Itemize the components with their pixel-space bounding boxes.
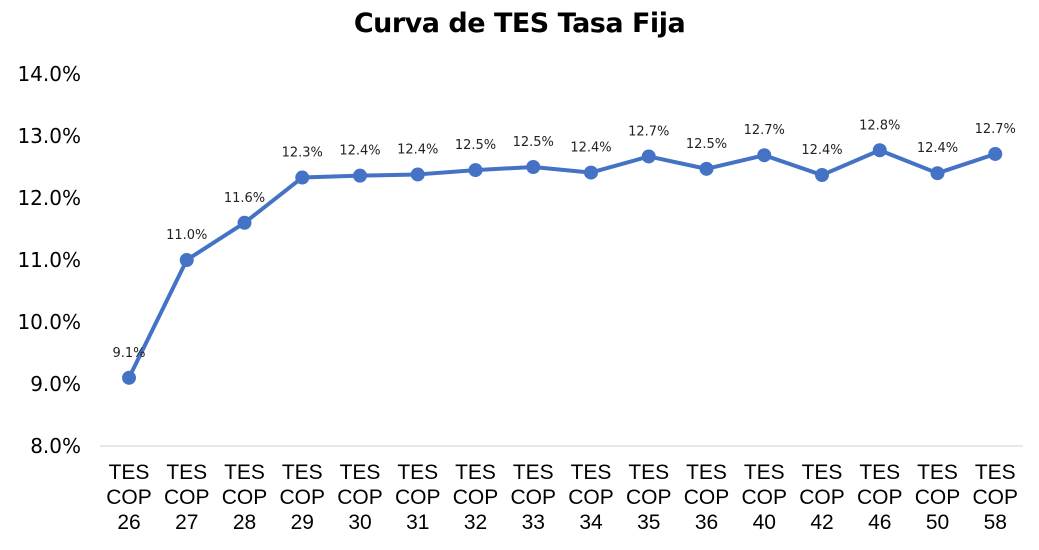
data-point xyxy=(757,148,772,163)
x-tick-label: TES COP 27 xyxy=(164,461,210,534)
data-label: 12.8% xyxy=(859,118,900,133)
data-point xyxy=(872,143,887,158)
data-label: 12.7% xyxy=(744,123,785,138)
data-label: 12.4% xyxy=(570,141,611,156)
data-point xyxy=(295,170,310,185)
series-line xyxy=(127,148,998,380)
x-tick-label: TES COP 28 xyxy=(222,461,268,534)
y-tick-label: 14.0% xyxy=(17,62,81,86)
x-tick-label: TES COP 36 xyxy=(684,461,730,534)
y-tick-label: 9.0% xyxy=(30,372,81,396)
x-tick-label: TES COP 58 xyxy=(972,461,1018,534)
data-point xyxy=(353,168,367,183)
data-label: 12.7% xyxy=(628,124,669,139)
data-label: 12.3% xyxy=(282,146,323,161)
x-tick-label: TES COP 46 xyxy=(857,461,903,534)
x-tick-label: TES COP 26 xyxy=(106,461,152,534)
y-tick-label: 11.0% xyxy=(17,248,81,272)
y-tick-label: 13.0% xyxy=(17,124,81,148)
data-point xyxy=(930,166,945,181)
data-point xyxy=(641,149,656,164)
data-label: 11.0% xyxy=(166,228,207,243)
x-tick-label: TES COP 33 xyxy=(510,461,556,534)
data-point xyxy=(410,167,425,182)
data-label: 12.5% xyxy=(686,137,727,152)
data-point xyxy=(988,146,1003,161)
x-tick-label: TES COP 40 xyxy=(741,461,787,534)
x-tick-label: TES COP 32 xyxy=(453,461,499,534)
data-label: 11.6% xyxy=(224,191,265,206)
data-label: 12.4% xyxy=(397,142,438,157)
x-tick-label: TES COP 34 xyxy=(568,461,614,534)
chart-title: Curva de TES Tasa Fija xyxy=(353,8,686,39)
x-tick-label: TES COP 29 xyxy=(279,461,325,534)
data-label: 12.4% xyxy=(801,143,842,158)
data-label: 12.4% xyxy=(339,144,380,159)
data-point xyxy=(179,253,194,267)
data-label: 12.4% xyxy=(917,141,958,156)
x-tick-label: TES COP 35 xyxy=(626,461,672,534)
data-label: 12.7% xyxy=(975,122,1016,137)
data-point xyxy=(468,163,483,178)
y-tick-label: 8.0% xyxy=(30,434,81,458)
data-point xyxy=(122,370,136,385)
data-point xyxy=(526,160,541,174)
data-point xyxy=(237,215,252,230)
data-label: 9.1% xyxy=(112,346,145,361)
y-tick-label: 10.0% xyxy=(17,310,81,334)
x-tick-label: TES COP 31 xyxy=(395,461,441,534)
data-point xyxy=(815,168,829,183)
x-tick-label: TES COP 30 xyxy=(337,461,383,534)
data-label: 12.5% xyxy=(513,135,554,150)
data-point xyxy=(584,165,598,180)
data-label: 12.5% xyxy=(455,138,496,153)
data-point xyxy=(699,161,714,176)
x-tick-label: TES COP 42 xyxy=(799,461,845,534)
y-tick-label: 12.0% xyxy=(17,186,81,210)
x-tick-label: TES COP 50 xyxy=(915,461,961,534)
